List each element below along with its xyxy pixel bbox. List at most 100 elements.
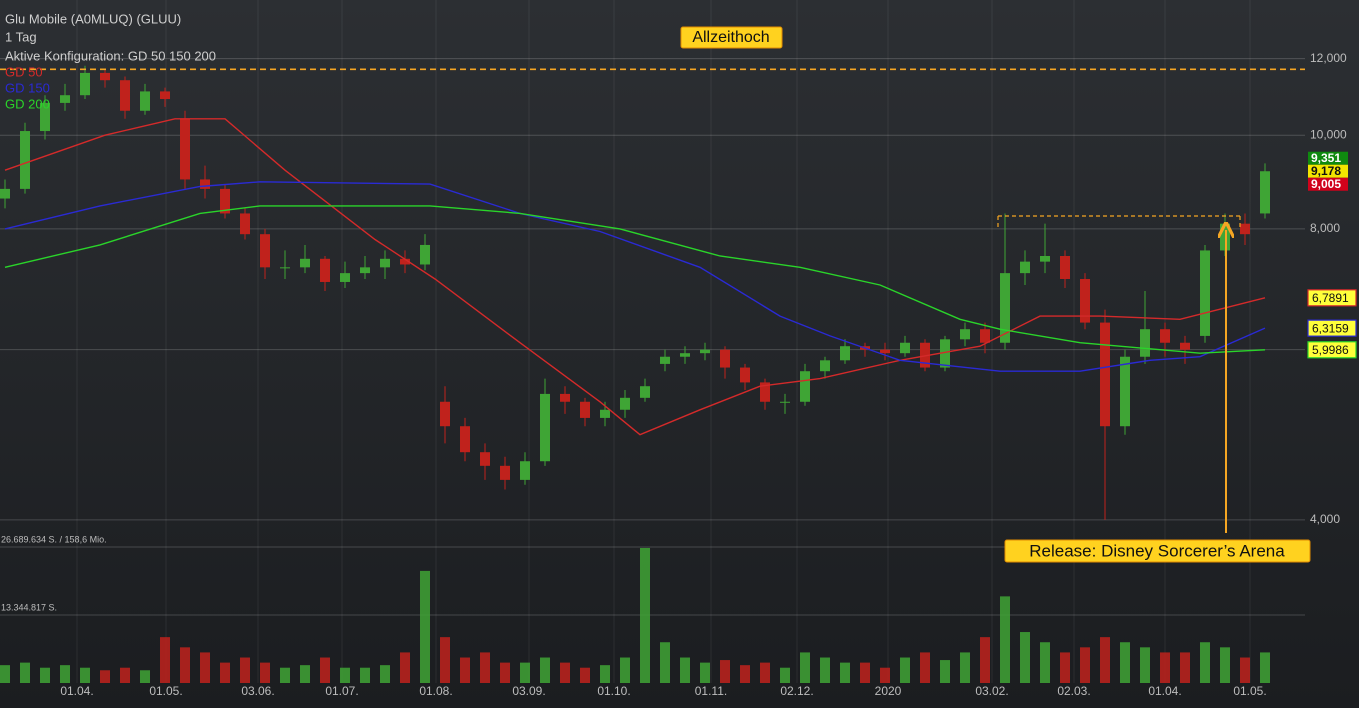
release-label: Release: Disney Sorcerer’s Arena [1029, 541, 1285, 560]
x-tick-label: 2020 [875, 684, 902, 698]
chart-config: Aktive Konfiguration: GD 50 150 200 [5, 48, 216, 63]
candle-body [400, 258, 410, 265]
volume-bar [360, 667, 370, 683]
candle-body [240, 213, 250, 235]
candle-body [920, 342, 930, 368]
candle-body [260, 234, 270, 268]
ma-end-tag [1307, 289, 1357, 307]
candle-body [100, 72, 110, 81]
price-tag-label: 9,178 [1311, 164, 1341, 178]
volume-bar [940, 660, 950, 683]
volume-bar [980, 637, 990, 683]
volume-bar [1000, 596, 1010, 683]
volume-bar [920, 652, 930, 683]
volume-bar [100, 670, 110, 683]
volume-bar [440, 637, 450, 683]
price-tag-label: 9,005 [1311, 177, 1341, 191]
candle-body [1140, 329, 1150, 357]
x-tick-label: 01.04. [1148, 684, 1181, 698]
volume-bar [1040, 642, 1050, 683]
volume-bar [500, 662, 510, 683]
candle-body [360, 267, 370, 274]
candle-body [980, 329, 990, 343]
volume-bar [1260, 652, 1270, 683]
volume-bar [520, 662, 530, 683]
candle-body [440, 401, 450, 427]
volume-bar [600, 665, 610, 683]
volume-bar [120, 667, 130, 683]
volume-bar [620, 657, 630, 683]
moving-average-line [4, 118, 1266, 436]
candle-body [940, 339, 950, 368]
legend-entry: GD 150 [5, 80, 50, 95]
volume-bar [1080, 647, 1090, 683]
candle-body [460, 426, 470, 453]
volume-bar [540, 657, 550, 683]
ma-end-tag [1307, 319, 1357, 337]
candle-body [60, 95, 70, 103]
candle-body [680, 353, 690, 357]
legend-entry: GD 200 [5, 96, 50, 111]
candle-body [520, 461, 530, 480]
candle-body [1120, 356, 1130, 427]
volume-bar [780, 667, 790, 683]
candle-body [700, 349, 710, 354]
volume-bar [1240, 657, 1250, 683]
candle-body [880, 349, 890, 354]
candle-body [660, 356, 670, 364]
x-tick-label: 01.05. [1233, 684, 1266, 698]
volume-bar [240, 657, 250, 683]
candle-body [620, 397, 630, 410]
candle-body [600, 409, 610, 418]
chart-title: Glu Mobile (A0MLUQ) (GLUU) [5, 11, 181, 26]
volume-bar [60, 665, 70, 683]
volume-panel: 13.344.817 S. 26.689.634 S. / 158,6 Mio. [0, 534, 1305, 683]
legend-entry: GD 50 [5, 64, 43, 79]
candle-body [1260, 171, 1270, 214]
volume-bar [200, 652, 210, 683]
x-tick-label: 03.09. [512, 684, 545, 698]
volume-bar [0, 665, 10, 683]
candle-body [1040, 255, 1050, 262]
volume-bar [900, 657, 910, 683]
candle-body [540, 393, 550, 462]
volume-bar [1140, 647, 1150, 683]
volume-bar [400, 652, 410, 683]
volume-bar [660, 642, 670, 683]
candle-body [160, 91, 170, 100]
volume-bar [420, 570, 430, 683]
candle-body [420, 244, 430, 265]
x-tick-label: 01.08. [419, 684, 452, 698]
candle-body [320, 258, 330, 282]
volume-bar [1200, 642, 1210, 683]
ath-box [680, 26, 783, 49]
volume-bar [180, 647, 190, 683]
candle-body [720, 349, 730, 368]
moving-average-line [4, 181, 1266, 372]
volume-tick-label: 26.689.634 S. / 158,6 Mio. [1, 534, 107, 544]
release-box [1004, 539, 1311, 563]
volume-bar [1220, 647, 1230, 683]
volume-bar [700, 662, 710, 683]
volume-bar [20, 662, 30, 683]
x-tick-label: 01.11. [695, 684, 727, 698]
candle-body [280, 267, 290, 269]
price-tag [1308, 164, 1348, 178]
volume-bar [380, 665, 390, 683]
candle-body [1200, 250, 1210, 336]
candle-body [220, 188, 230, 214]
candle-body [900, 342, 910, 354]
volume-bar [80, 667, 90, 683]
candle-body [1180, 342, 1190, 350]
candle-body [40, 102, 50, 132]
candle-body [640, 386, 650, 398]
x-tick-label: 03.02. [975, 684, 1008, 698]
candle-body [140, 91, 150, 111]
volume-bar [1100, 637, 1110, 683]
volume-bar [340, 667, 350, 683]
x-tick-label: 03.06. [241, 684, 274, 698]
volume-bar [840, 662, 850, 683]
candle-body [1100, 322, 1110, 427]
volume-bar [720, 660, 730, 683]
